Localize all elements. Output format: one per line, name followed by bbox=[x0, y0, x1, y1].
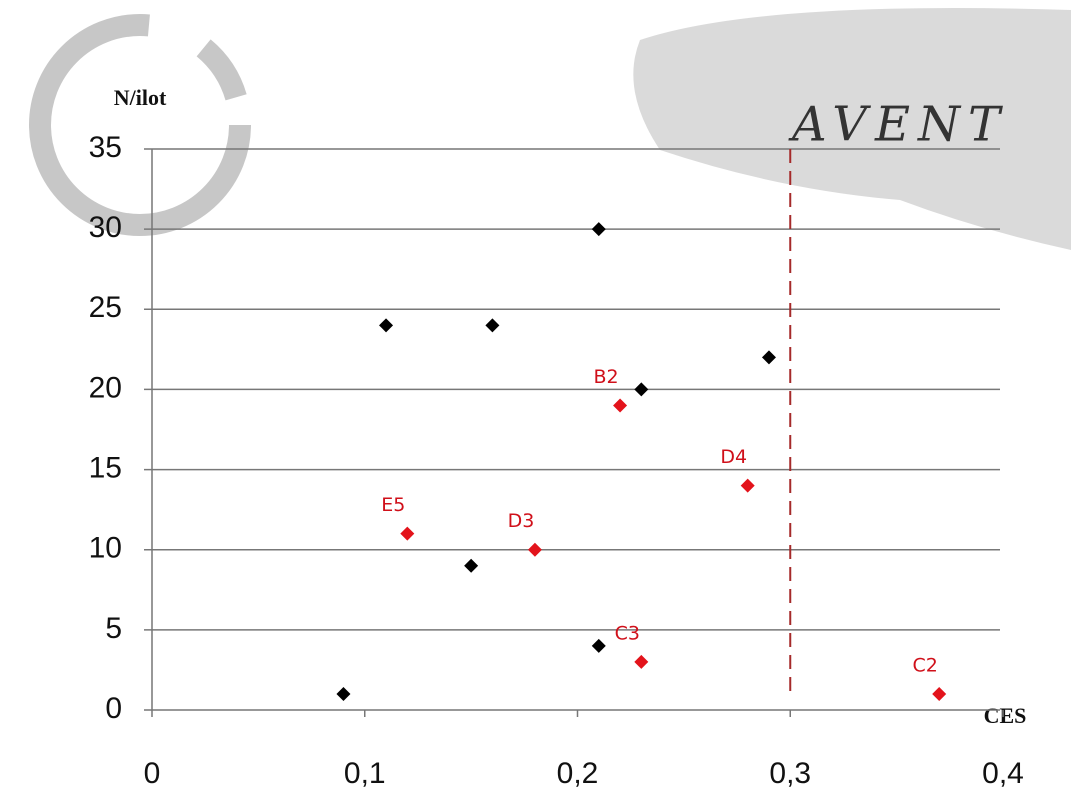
point bbox=[485, 318, 500, 333]
point-label: D4 bbox=[720, 446, 747, 468]
x-tick-label: 0 bbox=[144, 757, 161, 790]
point bbox=[591, 222, 606, 237]
x-tick-label: 0,4 bbox=[982, 757, 1024, 790]
point bbox=[740, 478, 755, 493]
x-tick-label: 0,3 bbox=[769, 757, 811, 790]
point bbox=[379, 318, 394, 333]
y-tick-label: 0 bbox=[105, 692, 122, 725]
point bbox=[932, 686, 947, 701]
point bbox=[527, 542, 542, 557]
ring bbox=[29, 14, 251, 236]
y-tick-label: 5 bbox=[105, 612, 122, 645]
point bbox=[336, 686, 351, 701]
y-tick-label: 10 bbox=[89, 532, 122, 565]
point bbox=[400, 526, 415, 541]
y-tick-label: 30 bbox=[89, 211, 122, 244]
y-tick-label: 25 bbox=[89, 291, 122, 324]
point-label: D3 bbox=[508, 510, 535, 532]
point bbox=[613, 398, 628, 413]
x-tick-label: 0,2 bbox=[557, 757, 599, 790]
point-label: C2 bbox=[912, 654, 937, 676]
point bbox=[591, 638, 606, 653]
y-axis-label: N/ilot bbox=[114, 85, 167, 110]
point-label: E5 bbox=[381, 494, 405, 516]
x-axis-label: CES bbox=[984, 703, 1027, 728]
y-tick-label: 20 bbox=[89, 371, 122, 404]
point-label: B2 bbox=[593, 366, 618, 388]
brush-stroke bbox=[633, 8, 1071, 250]
point bbox=[464, 558, 479, 573]
watermark: AVENT bbox=[788, 97, 1008, 153]
y-tick-label: 15 bbox=[89, 451, 122, 484]
x-tick-label: 0,1 bbox=[344, 757, 386, 790]
y-tick-label: 35 bbox=[89, 131, 122, 164]
point bbox=[761, 350, 776, 365]
point-label: C3 bbox=[615, 622, 640, 644]
decoration bbox=[29, 8, 1071, 250]
point bbox=[634, 382, 649, 397]
point bbox=[634, 654, 649, 669]
